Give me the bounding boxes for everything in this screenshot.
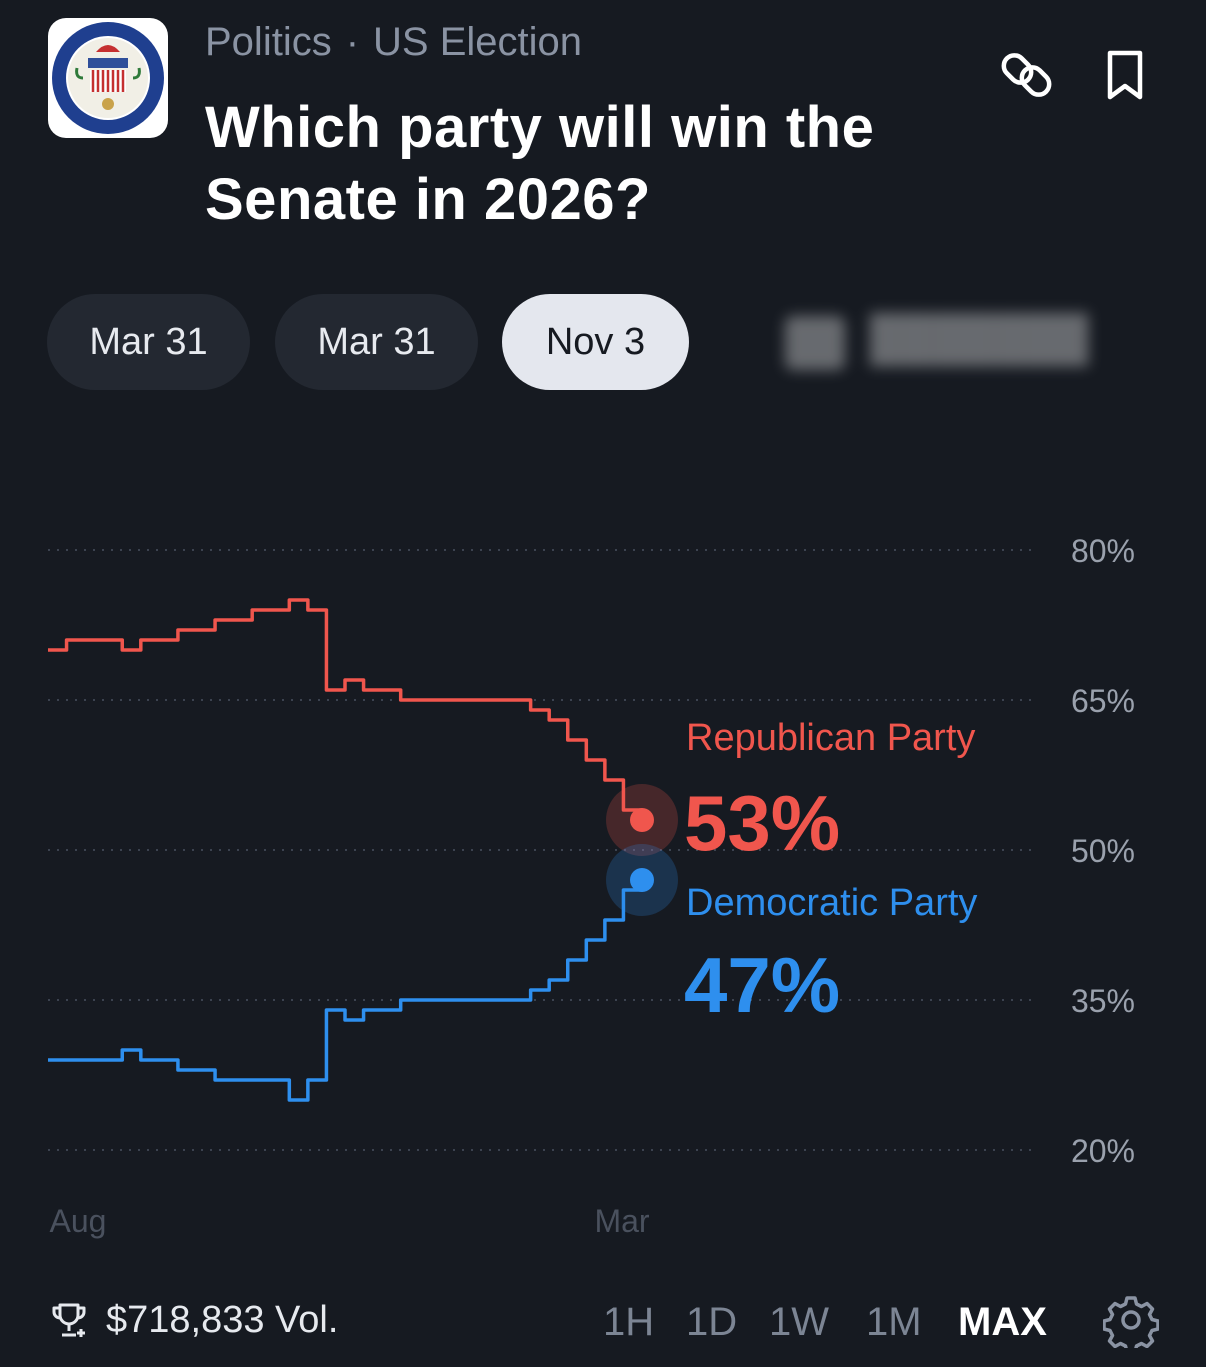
date-tab-mar-31-2[interactable]: Mar 31 [275, 294, 478, 390]
series-name-label: Democratic Party [686, 882, 977, 924]
copy-link-button[interactable] [997, 45, 1057, 105]
volume-text: $718,833 Vol. [106, 1298, 339, 1341]
x-tick-label: Mar [594, 1203, 649, 1239]
bookmark-icon [1107, 50, 1143, 100]
gear-icon [1102, 1296, 1160, 1354]
chart-settings-button[interactable] [1102, 1292, 1160, 1354]
date-tab-label: Mar 31 [89, 320, 208, 363]
date-tab-nov-3[interactable]: Nov 3 [502, 294, 689, 390]
y-tick-label: 35% [1071, 983, 1135, 1019]
series-value-label: 47% [684, 941, 840, 1029]
x-tick-label: Aug [50, 1203, 107, 1239]
series-end-point [630, 808, 654, 832]
breadcrumb-separator: · [345, 20, 360, 64]
blurred-watermark: ███████ [785, 312, 1180, 370]
series-value-label: 53% [684, 779, 840, 867]
range-1m[interactable]: 1M [866, 1300, 922, 1344]
page-title: Which party will win the Senate in 2026? [205, 95, 875, 232]
y-tick-label: 65% [1071, 683, 1135, 719]
volume-info: $718,833 Vol. [48, 1290, 338, 1350]
link-icon [1001, 53, 1052, 97]
y-tick-label: 80% [1071, 533, 1135, 569]
breadcrumb-subcategory[interactable]: US Election [373, 20, 583, 64]
price-history-chart: 80% 65% 50% 35% 20% Aug Mar Republican Party 53%… [48, 533, 1135, 1239]
us-senate-seal-icon [48, 18, 168, 138]
date-tab-mar-31[interactable]: Mar 31 [47, 294, 250, 390]
series-name-label: Republican Party [686, 717, 975, 759]
series-line [48, 880, 644, 1102]
series-line [48, 598, 644, 820]
trophy-icon [52, 1303, 86, 1337]
range-max[interactable]: MAX [958, 1300, 1047, 1344]
y-tick-label: 20% [1071, 1133, 1135, 1169]
date-tab-label: Mar 31 [317, 320, 436, 363]
range-1d[interactable]: 1D [686, 1300, 738, 1344]
series-end-point [630, 868, 654, 892]
bookmark-button[interactable] [1095, 45, 1155, 105]
range-1h[interactable]: 1H [603, 1300, 655, 1344]
breadcrumb-category[interactable]: Politics [205, 20, 332, 64]
date-tab-label: Nov 3 [545, 320, 646, 363]
breadcrumb: Politics · US Election [205, 20, 582, 65]
range-1w[interactable]: 1W [769, 1300, 829, 1344]
y-tick-label: 50% [1071, 833, 1135, 869]
